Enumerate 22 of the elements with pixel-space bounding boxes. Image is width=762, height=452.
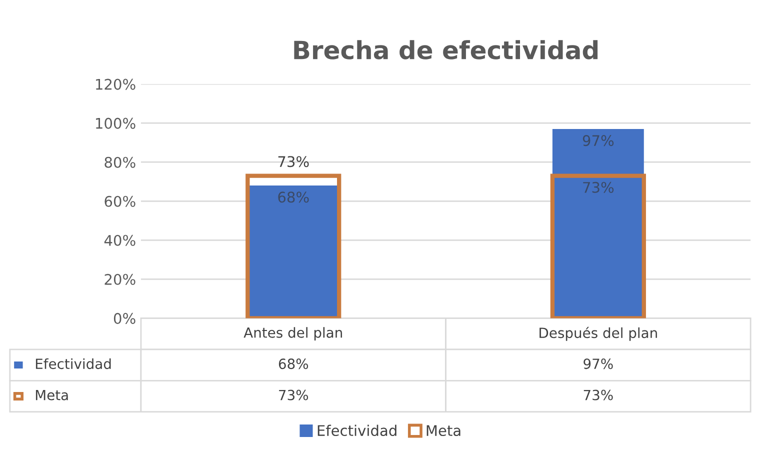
- legend-label: Meta: [426, 425, 460, 436]
- text: 97%: [582, 135, 614, 146]
- text: 68%: [278, 192, 309, 203]
- y-tick-label: 120%: [96, 78, 136, 90]
- x-tick-label: Después del plan: [540, 326, 657, 341]
- y-tick-label: 60%: [104, 196, 136, 207]
- y-tick-label: 80%: [104, 156, 136, 168]
- y-tick-label: 0%: [114, 312, 136, 324]
- data-label: 73%: [279, 390, 308, 400]
- data-label: 68%: [278, 358, 308, 370]
- text: Efectividad: [36, 358, 111, 370]
- data-label: 97%: [584, 358, 613, 370]
- y-tick-label: 20%: [104, 274, 136, 285]
- text: 73%: [583, 182, 614, 193]
- y-tick-label: 100%: [96, 118, 136, 129]
- legend-label: Efectividad: [318, 424, 396, 436]
- text: 73%: [278, 156, 309, 168]
- x-tick-label: Antes del plan: [244, 327, 342, 341]
- data-label: 73%: [584, 390, 613, 400]
- text: Meta: [36, 390, 68, 400]
- chart-title: Brecha de efectividad: [294, 40, 598, 60]
- y-tick-label: 40%: [104, 234, 136, 246]
